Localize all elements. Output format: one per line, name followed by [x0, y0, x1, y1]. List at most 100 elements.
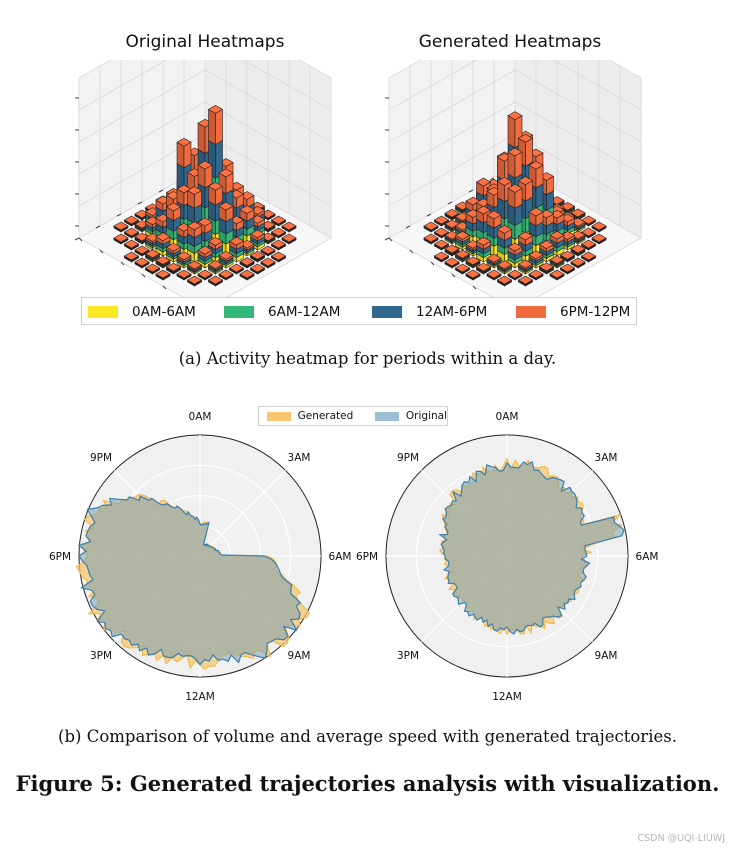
- legend-label-original: Original: [405, 410, 447, 422]
- bar-segment: [260, 257, 276, 268]
- bar-segment: [580, 239, 597, 250]
- bar-segment: [507, 242, 523, 256]
- bar-segment: [218, 250, 234, 262]
- bar-segment: [496, 224, 513, 242]
- bar-segment: [270, 239, 287, 250]
- chart-title-right: Generated Heatmaps: [418, 32, 602, 52]
- bar-segment: [197, 160, 213, 189]
- bar-segment: [507, 184, 523, 209]
- bar-segment: [423, 233, 439, 244]
- bar-segment: [486, 269, 502, 280]
- caption-b: (b) Comparison of volume and average spe…: [58, 727, 677, 746]
- bar-segment: [239, 205, 255, 222]
- bar-segment: [444, 257, 460, 268]
- bar-segment: [134, 245, 150, 255]
- legend-label: 6PM-12PM: [560, 304, 631, 320]
- bar-segment: [123, 227, 140, 238]
- polar-tick-label: 9PM: [397, 452, 419, 464]
- polar-tick-label: 12AM: [492, 691, 522, 703]
- bar-segment: [570, 244, 586, 255]
- bar-segment: [186, 260, 203, 271]
- bar-segment: [270, 251, 287, 262]
- bar-segment: [476, 244, 491, 255]
- polar-tick-label: 6PM: [356, 551, 378, 563]
- bar-segment: [228, 236, 245, 250]
- bar-segment: [444, 244, 460, 255]
- bar-segment: [218, 269, 234, 280]
- bar-segment: [134, 257, 150, 268]
- bar-segment: [549, 269, 565, 280]
- bar-segment: [591, 221, 607, 232]
- bar-segment: [239, 269, 255, 280]
- bar-segment: [465, 269, 481, 280]
- bar-segment: [228, 263, 245, 274]
- bar-segment: [475, 236, 492, 250]
- bar-segment: [538, 262, 555, 273]
- area-original: [438, 460, 625, 635]
- bar-segment: [218, 168, 234, 195]
- polar-tick-label: 9AM: [595, 650, 618, 662]
- bar-segment: [197, 245, 213, 259]
- bar-segment: [270, 215, 287, 226]
- bar-segment: [476, 249, 491, 259]
- bar-segment: [155, 232, 171, 246]
- bars: [423, 111, 607, 287]
- bar-segment: [454, 249, 471, 260]
- bar-segment: [249, 263, 266, 274]
- polar-tick-label: 3PM: [90, 650, 112, 662]
- bar-segment: [207, 181, 224, 206]
- polar-tick-label: 9PM: [90, 452, 112, 464]
- polar-tick-label: 6AM: [329, 551, 352, 563]
- bar-segment: [123, 215, 140, 226]
- bar-segment: [444, 208, 460, 219]
- bar-segment: [559, 250, 576, 261]
- bar-segment: [176, 269, 192, 280]
- bar-segment: [155, 256, 171, 266]
- polar-chart-volume: 0AM 3AM 6AM 9AM 12AM 3PM 6PM 9PM: [49, 411, 352, 703]
- bar-segment: [570, 208, 586, 219]
- bar-segment: [197, 253, 213, 262]
- legend-swatch: [516, 306, 546, 318]
- bar-segment: [433, 227, 450, 238]
- watermark: CSDN @UQI-LIUWJ: [637, 833, 725, 844]
- chart-title-left: Original Heatmaps: [125, 32, 285, 52]
- bar-segment: [517, 259, 534, 270]
- bar-segment: [518, 240, 533, 252]
- bar-segment: [260, 245, 276, 256]
- bar3d-chart-original: [74, 60, 333, 300]
- legend-swatch-generated: [267, 411, 291, 421]
- bar-segment: [517, 275, 534, 286]
- legend-label-generated: Generated: [297, 410, 354, 422]
- bar-segment: [197, 269, 213, 279]
- bar-segment: [281, 221, 297, 232]
- bar-segment: [186, 275, 203, 286]
- bar-segment: [270, 227, 287, 237]
- polar-tick-label: 0AM: [189, 411, 212, 423]
- bar-segment: [433, 239, 450, 250]
- polar-tick-label: 9AM: [288, 650, 311, 662]
- bar-segment: [113, 233, 129, 244]
- bar-segment: [570, 257, 586, 268]
- bar-segment: [433, 215, 450, 226]
- bar-segment: [538, 240, 555, 253]
- bar-segment: [465, 256, 481, 267]
- bar-segment: [249, 250, 266, 261]
- bar-segment: [207, 237, 224, 251]
- polar-chart-speed: 0AM 3AM 6AM 9AM 12AM 3PM 6PM 9PM: [356, 411, 659, 703]
- bar-segment: [433, 251, 450, 262]
- bar-segment: [475, 262, 492, 273]
- bar-segment: [580, 251, 597, 262]
- bar3d-chart-generated: [384, 60, 643, 300]
- bar-segment: [528, 250, 544, 262]
- polar-tick-label: 0AM: [496, 411, 519, 423]
- bar-segment: [507, 203, 523, 226]
- polar-tick-label: 12AM: [185, 691, 215, 703]
- bar-segment: [486, 210, 502, 229]
- bars: [113, 104, 297, 287]
- bar-segment: [507, 269, 523, 280]
- bar-segment: [165, 262, 182, 273]
- legend-swatch: [224, 306, 254, 318]
- bar-segment: [591, 233, 607, 244]
- legend-item-0am-6am: 0AM-6AM: [88, 298, 196, 326]
- bar-segment: [207, 260, 224, 271]
